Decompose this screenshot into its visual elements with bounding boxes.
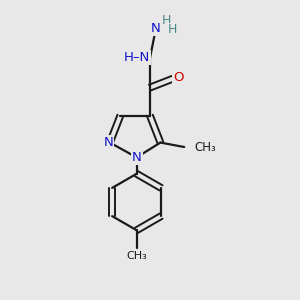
Text: O: O (173, 71, 184, 84)
Text: H: H (168, 23, 177, 36)
Text: N: N (103, 136, 113, 149)
Text: N: N (132, 151, 142, 164)
Text: H–N: H–N (124, 51, 150, 64)
Text: N: N (151, 22, 161, 34)
Text: CH₃: CH₃ (126, 250, 147, 260)
Text: CH₃: CH₃ (195, 140, 216, 154)
Text: H: H (162, 14, 171, 27)
